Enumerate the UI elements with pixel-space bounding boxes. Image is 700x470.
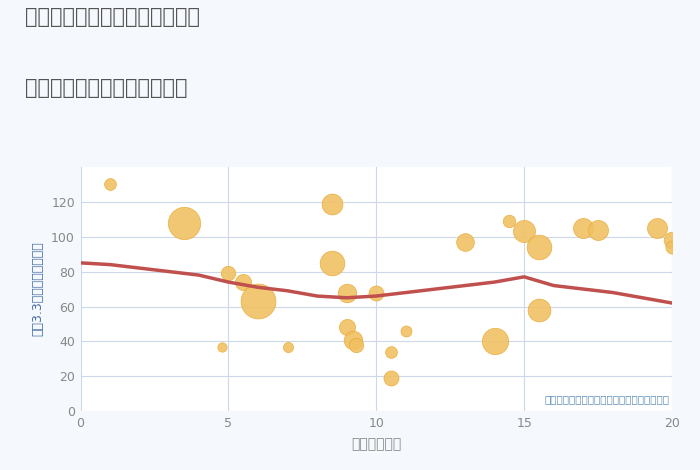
Point: [666, 243, 678, 251]
Point: [592, 226, 603, 234]
Point: [253, 298, 264, 305]
Point: [341, 324, 352, 331]
Point: [652, 224, 663, 232]
Point: [341, 289, 352, 296]
Point: [326, 259, 337, 266]
X-axis label: 駅距離（分）: 駅距離（分）: [351, 437, 401, 451]
Point: [386, 348, 397, 356]
Point: [104, 180, 116, 188]
Point: [178, 219, 190, 227]
Point: [371, 289, 382, 296]
Point: [282, 343, 293, 351]
Point: [223, 270, 234, 277]
Point: [217, 343, 228, 351]
Point: [578, 224, 589, 232]
Point: [533, 243, 545, 251]
Point: [347, 336, 358, 344]
Point: [459, 238, 470, 246]
Point: [489, 337, 500, 345]
Point: [519, 227, 530, 235]
Point: [504, 217, 515, 225]
Point: [350, 341, 361, 349]
Text: 駅距離別中古マンション価格: 駅距離別中古マンション価格: [25, 78, 187, 98]
Point: [533, 306, 545, 314]
Y-axis label: 坪（3.3㎡）単価（万円）: 坪（3.3㎡）単価（万円）: [31, 242, 44, 337]
Point: [400, 327, 412, 335]
Text: 愛知県名古屋市中川区玉船町の: 愛知県名古屋市中川区玉船町の: [25, 7, 199, 27]
Point: [666, 236, 678, 244]
Text: 円の大きさは、取引のあった物件面積を示す: 円の大きさは、取引のあった物件面積を示す: [544, 394, 669, 404]
Point: [386, 374, 397, 382]
Point: [326, 200, 337, 207]
Point: [237, 278, 248, 286]
